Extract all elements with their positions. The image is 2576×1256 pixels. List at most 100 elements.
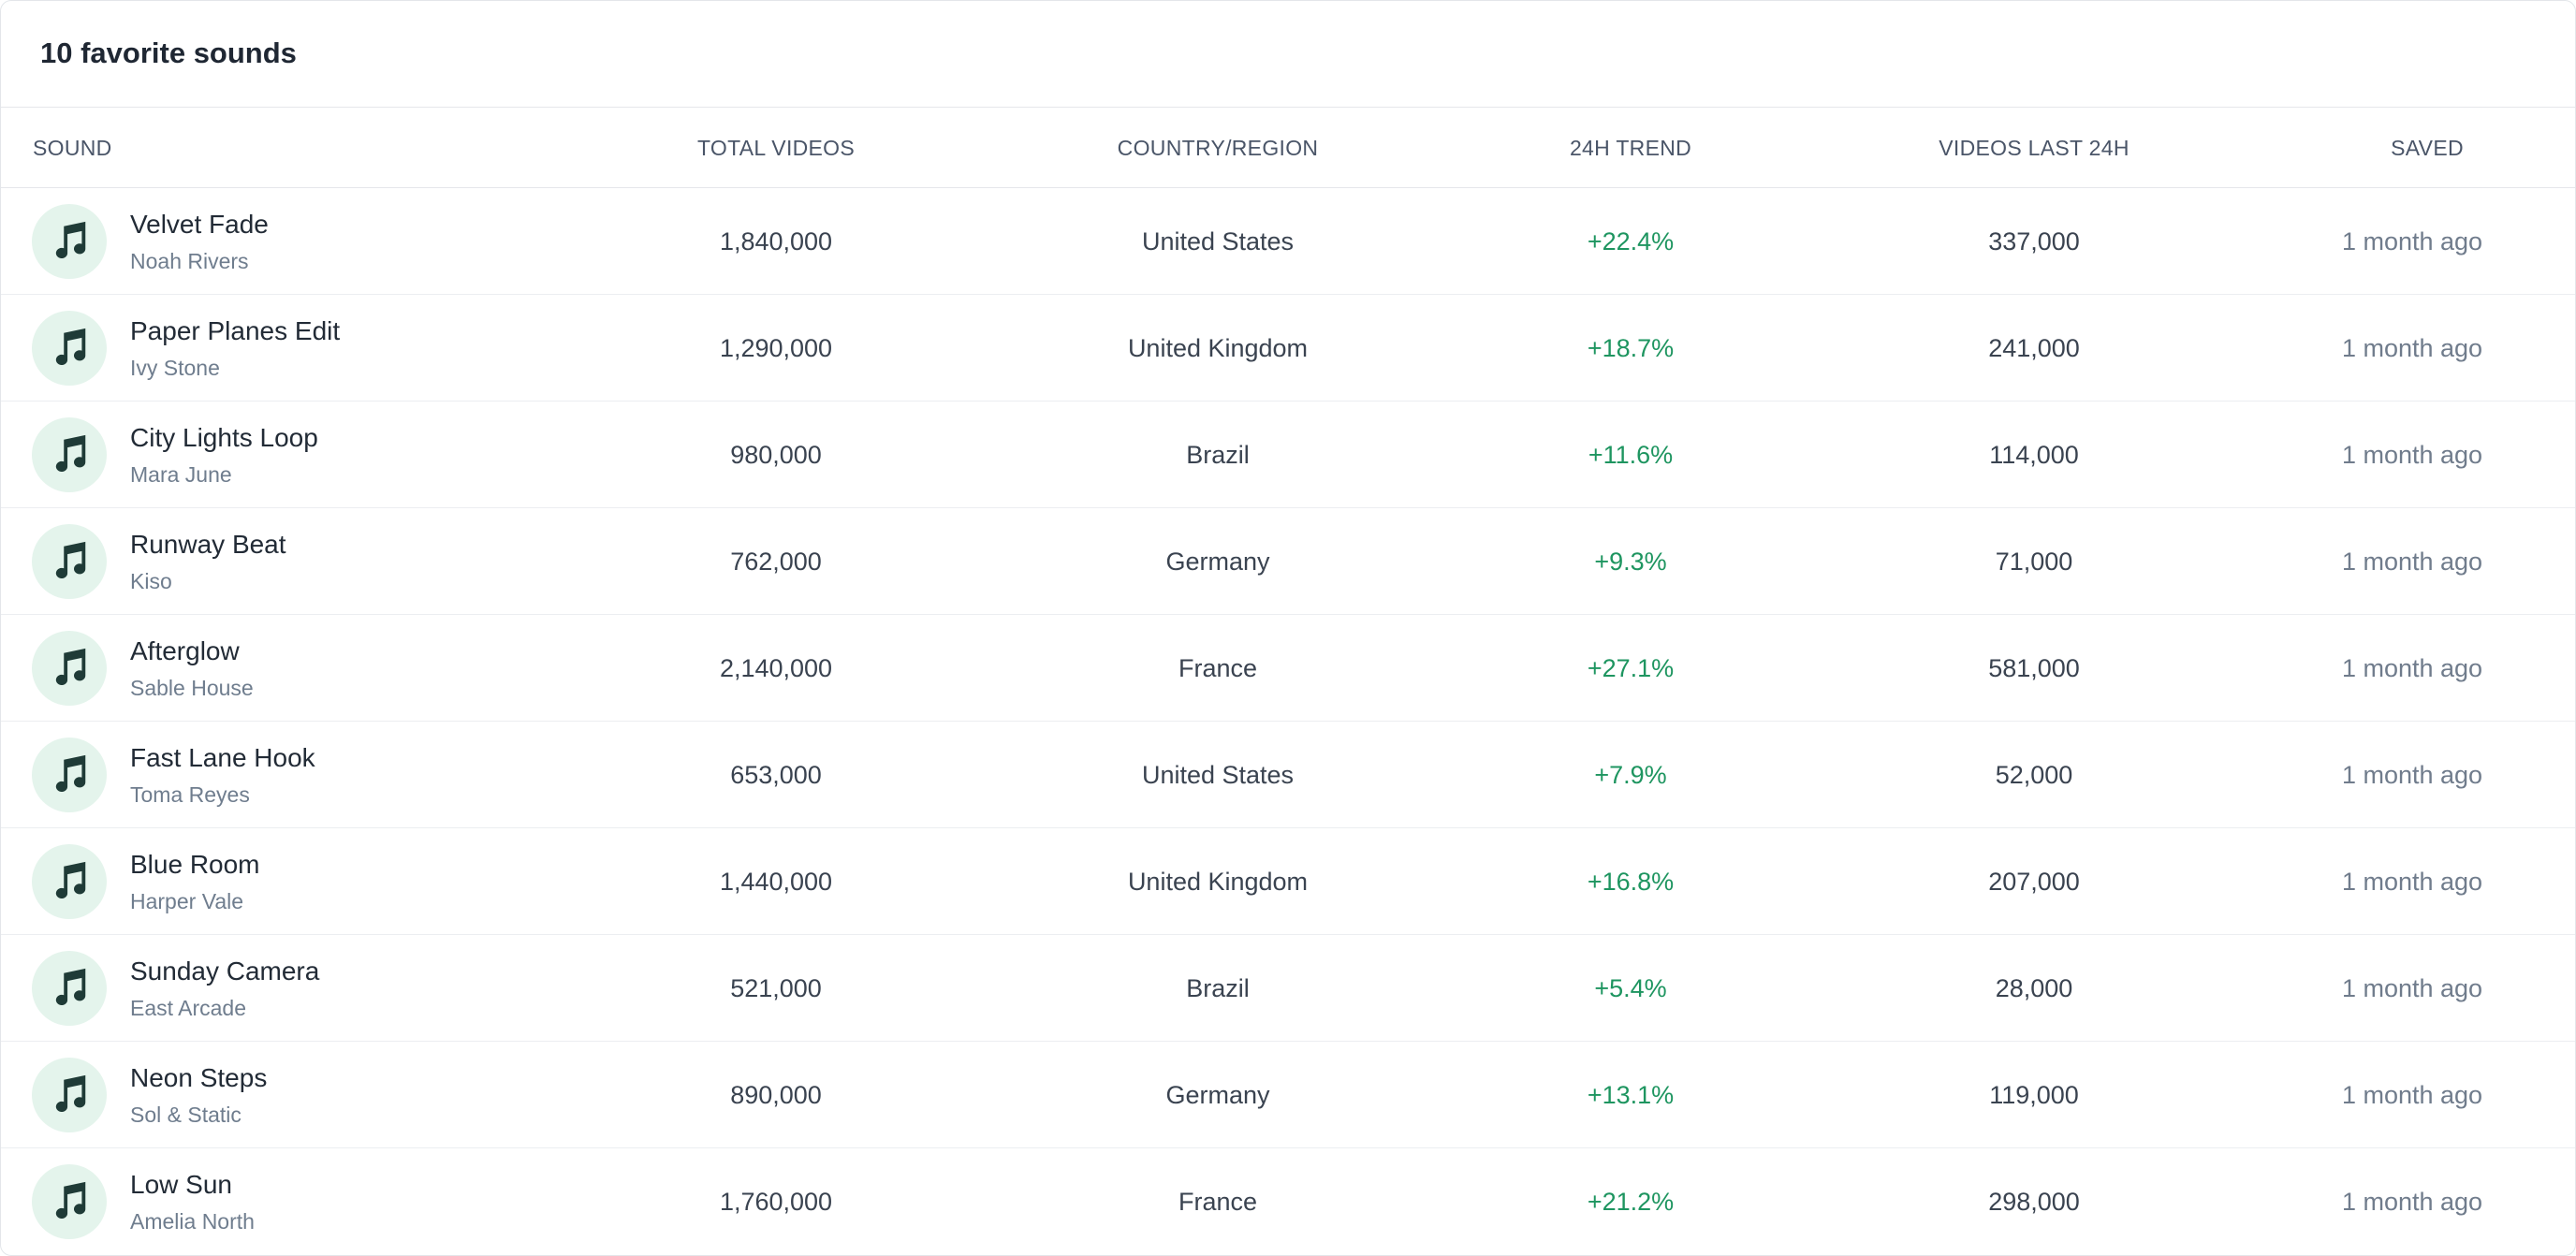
sound-artist[interactable]: Sable House	[130, 676, 254, 700]
country-value: Brazil	[1186, 441, 1250, 469]
table-row[interactable]: Runway Beat Kiso 762,000 Germany +9.3% 7…	[1, 508, 2575, 615]
videos-last-24h-value: 28,000	[1995, 974, 2073, 1002]
sound-title[interactable]: Afterglow	[130, 636, 240, 665]
sound-title[interactable]: Blue Room	[130, 850, 260, 879]
page-title: 10 favorite sounds	[40, 36, 297, 69]
videos-last-24h-value: 207,000	[1988, 868, 2080, 896]
sound-artist[interactable]: Harper Vale	[130, 889, 244, 913]
sound-artist[interactable]: Kiso	[130, 569, 172, 593]
column-header-videos-last-24h[interactable]: VIDEOS LAST 24H	[1939, 136, 2130, 160]
saved-value: 1 month ago	[2341, 441, 2483, 469]
total-videos-value: 1,760,000	[719, 1188, 833, 1216]
videos-last-24h-value: 119,000	[1989, 1081, 2079, 1109]
trend-value: +9.3%	[1594, 548, 1667, 576]
saved-value: 1 month ago	[2341, 654, 2483, 682]
sound-artist[interactable]: Sol & Static	[130, 1103, 242, 1127]
trend-value: +27.1%	[1587, 654, 1675, 682]
total-videos-value: 762,000	[730, 548, 822, 576]
trend-value: +7.9%	[1594, 761, 1667, 789]
total-videos-value: 2,140,000	[719, 654, 833, 682]
country-value: United States	[1141, 761, 1295, 789]
country-value: United Kingdom	[1127, 868, 1309, 896]
music-note-icon	[32, 844, 107, 919]
sound-artist[interactable]: Noah Rivers	[130, 249, 249, 273]
sound-title[interactable]: Sunday Camera	[130, 957, 320, 986]
sound-artist[interactable]: Toma Reyes	[130, 782, 250, 807]
sound-title[interactable]: Fast Lane Hook	[130, 743, 315, 772]
sound-artist[interactable]: East Arcade	[130, 996, 247, 1020]
total-videos-value: 653,000	[730, 761, 822, 789]
videos-last-24h-value: 71,000	[1995, 548, 2073, 576]
table-row[interactable]: Neon Steps Sol & Static 890,000 Germany …	[1, 1042, 2575, 1148]
videos-last-24h-value: 52,000	[1995, 761, 2073, 789]
table-row[interactable]: City Lights Loop Mara June 980,000 Brazi…	[1, 402, 2575, 508]
table-row[interactable]: Velvet Fade Noah Rivers 1,840,000 United…	[1, 188, 2575, 295]
total-videos-value: 890,000	[730, 1081, 822, 1109]
sound-title[interactable]: Velvet Fade	[130, 210, 269, 239]
saved-value: 1 month ago	[2341, 761, 2483, 789]
total-videos-value: 980,000	[730, 441, 822, 469]
table-body: Velvet Fade Noah Rivers 1,840,000 United…	[1, 188, 2575, 1255]
saved-value: 1 month ago	[2341, 1188, 2483, 1216]
saved-value: 1 month ago	[2341, 548, 2483, 576]
sound-title[interactable]: Low Sun	[130, 1170, 232, 1199]
sound-artist[interactable]: Mara June	[130, 462, 232, 487]
sound-title[interactable]: Neon Steps	[130, 1063, 268, 1092]
trend-value: +22.4%	[1587, 227, 1675, 256]
music-note-icon	[32, 311, 107, 386]
total-videos-value: 1,440,000	[719, 868, 833, 896]
total-videos-value: 1,840,000	[719, 227, 833, 256]
music-note-icon	[32, 738, 107, 812]
table-row[interactable]: Sunday Camera East Arcade 521,000 Brazil…	[1, 935, 2575, 1042]
table-row[interactable]: Low Sun Amelia North 1,760,000 France +2…	[1, 1148, 2575, 1255]
table-row[interactable]: Afterglow Sable House 2,140,000 France +…	[1, 615, 2575, 722]
saved-value: 1 month ago	[2341, 974, 2483, 1002]
sound-title[interactable]: City Lights Loop	[130, 423, 318, 452]
column-header-trend[interactable]: 24H TREND	[1569, 136, 1692, 160]
trend-value: +21.2%	[1587, 1188, 1675, 1216]
column-header-total-videos[interactable]: TOTAL VIDEOS	[696, 136, 856, 160]
music-note-icon	[32, 524, 107, 599]
country-value: Germany	[1165, 1081, 1270, 1109]
country-value: Brazil	[1186, 974, 1250, 1002]
videos-last-24h-value: 241,000	[1988, 334, 2080, 362]
trend-value: +13.1%	[1587, 1081, 1675, 1109]
table-header: SOUND TOTAL VIDEOS COUNTRY/REGION 24H TR…	[1, 108, 2575, 188]
trend-value: +11.6%	[1588, 441, 1674, 469]
total-videos-value: 521,000	[730, 974, 822, 1002]
column-header-saved[interactable]: SAVED	[2391, 136, 2464, 160]
trend-value: +5.4%	[1594, 974, 1667, 1002]
sound-artist[interactable]: Ivy Stone	[130, 356, 220, 380]
card-header: 10 favorite sounds	[1, 1, 2575, 108]
saved-value: 1 month ago	[2341, 1081, 2483, 1109]
country-value: United States	[1141, 227, 1295, 256]
trend-value: +16.8%	[1587, 868, 1675, 896]
sound-title[interactable]: Runway Beat	[130, 530, 286, 559]
country-value: France	[1178, 1188, 1258, 1216]
sound-title[interactable]: Paper Planes Edit	[130, 316, 341, 345]
music-note-icon	[32, 417, 107, 492]
column-header-country[interactable]: COUNTRY/REGION	[1117, 136, 1319, 160]
country-value: Germany	[1165, 548, 1270, 576]
table-row[interactable]: Fast Lane Hook Toma Reyes 653,000 United…	[1, 722, 2575, 828]
saved-value: 1 month ago	[2341, 868, 2483, 896]
saved-value: 1 month ago	[2341, 334, 2483, 362]
sound-artist[interactable]: Amelia North	[130, 1209, 255, 1234]
saved-value: 1 month ago	[2341, 227, 2483, 256]
music-note-icon	[32, 631, 107, 706]
total-videos-value: 1,290,000	[719, 334, 833, 362]
videos-last-24h-value: 337,000	[1988, 227, 2080, 256]
music-note-icon	[32, 204, 107, 279]
column-header-sound[interactable]: SOUND	[33, 136, 112, 160]
country-value: France	[1178, 654, 1258, 682]
trend-value: +18.7%	[1587, 334, 1675, 362]
videos-last-24h-value: 298,000	[1988, 1188, 2080, 1216]
music-note-icon	[32, 1058, 107, 1132]
table-row[interactable]: Paper Planes Edit Ivy Stone 1,290,000 Un…	[1, 295, 2575, 402]
music-note-icon	[32, 951, 107, 1026]
table-row[interactable]: Blue Room Harper Vale 1,440,000 United K…	[1, 828, 2575, 935]
music-note-icon	[32, 1164, 107, 1239]
country-value: United Kingdom	[1127, 334, 1309, 362]
videos-last-24h-value: 114,000	[1989, 441, 2079, 469]
